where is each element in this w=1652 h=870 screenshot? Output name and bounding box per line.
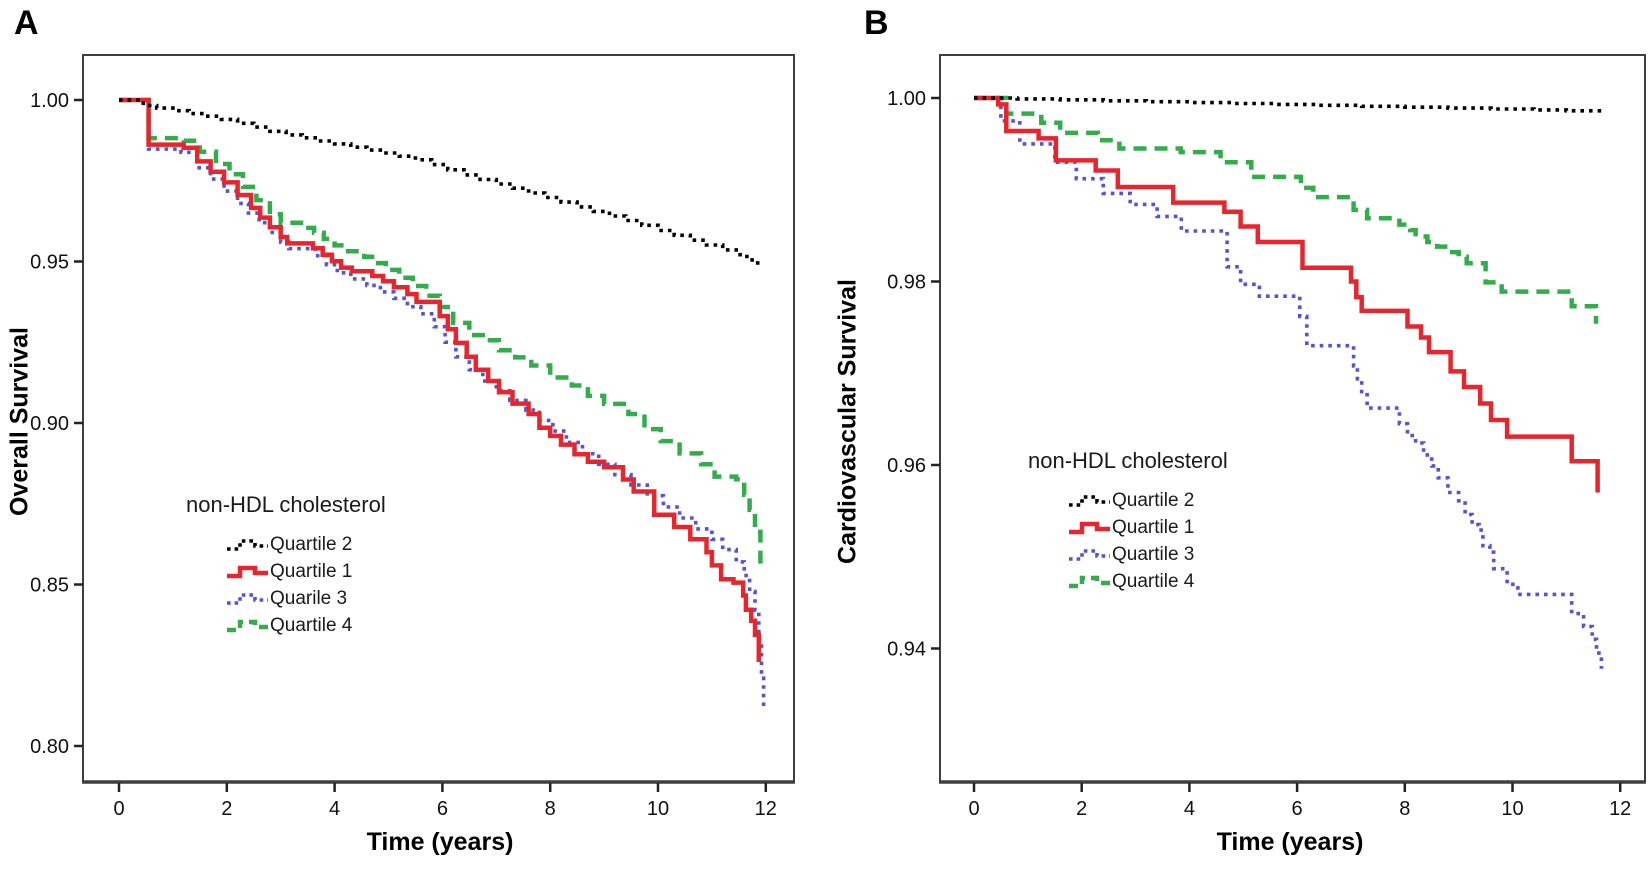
legend-item-label: Quartile 1 <box>270 560 353 582</box>
legend-marker-dashed <box>227 619 268 632</box>
x-tick-label: 0 <box>968 798 979 820</box>
y-tick-label: 1.00 <box>887 88 926 110</box>
legend-title: non-HDL cholesterol <box>1028 448 1228 473</box>
panel-a-legend: non-HDL cholesterol Quartile 2 Quartile 1… <box>186 492 386 639</box>
legend-item-label: Quartile 1 <box>1112 516 1195 538</box>
legend-marker-dotted <box>227 592 268 605</box>
legend-item: Quartile 1 <box>1068 514 1228 541</box>
y-tick-label: 0.96 <box>887 455 926 477</box>
series-curve-quarile-3 <box>119 98 766 711</box>
y-tick-label: 0.90 <box>30 413 69 435</box>
legend-item: Quartile 4 <box>226 612 386 639</box>
x-tick-label: 2 <box>221 798 232 820</box>
y-tick-label: 1.00 <box>30 90 69 112</box>
x-tick-label: 10 <box>647 798 669 820</box>
y-tick-label: 0.98 <box>887 272 926 294</box>
series-curve-quartile-2 <box>974 96 1604 113</box>
panel-a-plot: 1.00 0.95 0.90 0.85 0.80 0 2 4 6 8 10 12 <box>30 54 795 820</box>
x-tick-label: 8 <box>1399 798 1410 820</box>
legend-item: Quartile 4 <box>1068 568 1228 595</box>
legend-item: Quartile 1 <box>226 558 386 585</box>
x-tick-label: 10 <box>1501 798 1523 820</box>
x-tick-label: 4 <box>1184 798 1195 820</box>
legend-item-label: Quarile 3 <box>270 587 348 609</box>
x-tick-label: 4 <box>329 798 340 820</box>
panel-a-y-axis-label: Overall Survival <box>5 327 34 517</box>
legend-item-label: Quartile 2 <box>270 533 353 555</box>
legend-item-label: Quartile 4 <box>270 614 353 636</box>
panel-a-x-axis-label: Time (years) <box>366 828 514 856</box>
series-curve-quartile-1 <box>974 95 1600 493</box>
x-tick-label: 12 <box>755 798 777 820</box>
legend-marker-dotted <box>1069 494 1110 507</box>
panel-a-letter: A <box>14 4 39 42</box>
legend-marker-dotted <box>227 538 268 551</box>
y-tick-label: 0.85 <box>30 575 69 597</box>
plot-frame <box>82 54 795 783</box>
legend-item-label: Quartile 3 <box>1112 543 1195 565</box>
panel-b-legend: non-HDL cholesterol Quartile 2 Quartile 1… <box>1028 448 1228 595</box>
y-tick-label: 0.95 <box>30 252 69 274</box>
x-tick-label: 6 <box>1292 798 1303 820</box>
legend-item: Quarile 3 <box>226 585 386 612</box>
x-tick-label: 0 <box>113 798 124 820</box>
x-tick-label: 8 <box>545 798 556 820</box>
panel-b-x-axis-label: Time (years) <box>1216 828 1364 856</box>
legend-item: Quartile 3 <box>1068 541 1228 568</box>
x-tick-label: 12 <box>1609 798 1631 820</box>
x-tick-label: 2 <box>1076 798 1087 820</box>
series-curve-quartile-1 <box>119 97 762 662</box>
legend-title: non-HDL cholesterol <box>186 492 386 517</box>
legend-marker-dashed <box>1069 575 1110 588</box>
y-tick-label: 0.94 <box>887 639 926 661</box>
legend-item-label: Quartile 2 <box>1112 489 1195 511</box>
legend-marker-dotted <box>1069 548 1110 561</box>
x-tick-label: 6 <box>437 798 448 820</box>
legend-item: Quartile 2 <box>226 531 386 558</box>
series-curve-quartile-2 <box>119 98 760 268</box>
panel-b-letter: B <box>864 4 889 42</box>
legend-marker-solid <box>1069 521 1110 534</box>
legend-item: Quartile 2 <box>1068 487 1228 514</box>
legend-item-label: Quartile 4 <box>1112 570 1195 592</box>
legend-marker-solid <box>227 565 268 578</box>
series-curve-quartile-4 <box>974 95 1599 324</box>
panel-b-plot: 1.00 0.98 0.96 0.94 0 2 4 6 8 10 12 <box>887 54 1646 820</box>
y-tick-label: 0.80 <box>30 736 69 758</box>
series-curve-quartile-3 <box>974 96 1604 669</box>
plot-frame <box>939 54 1646 783</box>
panel-b-y-axis-label: Cardiovascular Survival <box>833 279 862 564</box>
